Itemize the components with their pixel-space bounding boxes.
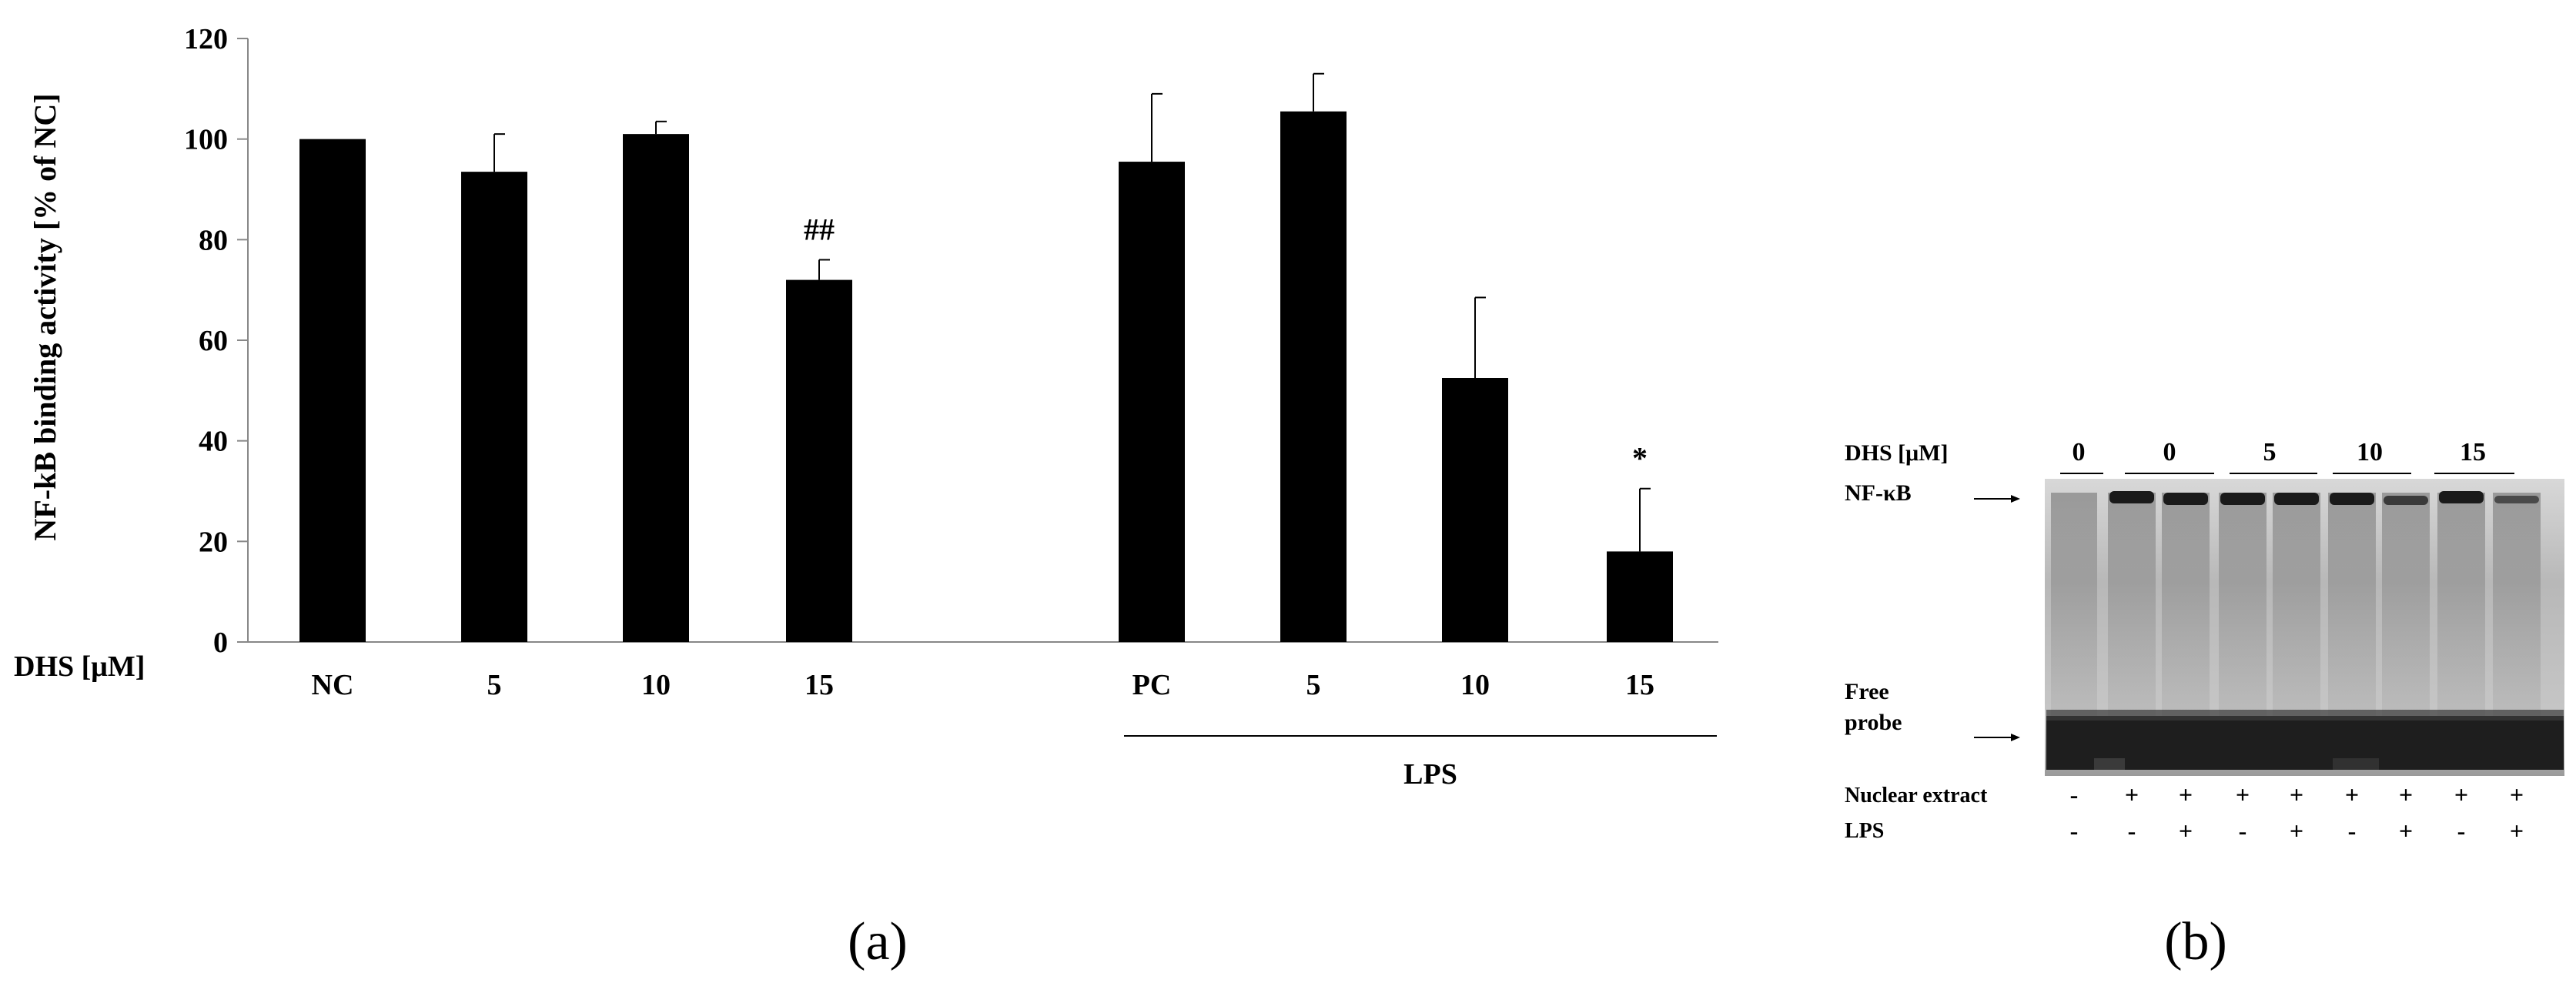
error-bar <box>493 133 505 172</box>
bar <box>1119 162 1185 643</box>
y-tick-label: 0 <box>213 627 228 659</box>
bars <box>299 111 1673 643</box>
sign: - <box>2457 817 2466 844</box>
category-label: 15 <box>805 669 834 701</box>
free-probe-band <box>2046 710 2564 770</box>
category-label: 10 <box>1460 669 1490 701</box>
error-bar <box>1151 92 1163 162</box>
bar <box>1280 111 1347 642</box>
dose-group-10: 10 <box>2333 438 2411 474</box>
y-tick-label: 80 <box>199 224 228 256</box>
y-axis: 0 20 40 60 80 100 120 <box>184 23 249 659</box>
nfkb-bands <box>2109 491 2539 505</box>
dose-group-0a: 0 <box>2060 438 2103 474</box>
sign: + <box>2236 781 2250 808</box>
bar <box>1442 378 1508 642</box>
sign: + <box>2510 817 2524 844</box>
nuclear-extract-signs: - + + + + + + + + <box>2070 781 2524 808</box>
sign: + <box>2179 781 2193 808</box>
y-tick-label: 40 <box>199 426 228 458</box>
dhs-label: DHS [μM] <box>1845 440 1949 466</box>
dose-label: 15 <box>2460 438 2486 466</box>
nfkb-band-label: NF-κB <box>1845 480 1912 506</box>
x-axis-title: DHS [μM] <box>14 650 145 683</box>
sign: + <box>2399 781 2413 808</box>
gel-image <box>2045 479 2564 776</box>
dose-label: 10 <box>2357 438 2383 466</box>
sign: - <box>2070 781 2079 808</box>
significance-annotation: * <box>1632 441 1648 476</box>
sign: + <box>2454 781 2468 808</box>
sign: + <box>2399 817 2413 844</box>
category-label: 15 <box>1625 669 1654 701</box>
y-tick-label: 60 <box>199 325 228 357</box>
sign: - <box>2348 817 2357 844</box>
bar <box>461 172 527 643</box>
y-tick-label: 100 <box>184 124 228 156</box>
nuclear-extract-label: Nuclear extract <box>1845 784 1988 807</box>
sign: + <box>2290 781 2303 808</box>
panel-b-label: (b) <box>2164 912 2227 971</box>
lane-smears <box>2051 493 2541 724</box>
sign: - <box>2128 817 2136 844</box>
lps-row-label: LPS <box>1845 819 1884 843</box>
sign: + <box>2510 781 2524 808</box>
y-tick-label: 20 <box>199 526 228 558</box>
bar <box>299 139 366 642</box>
lps-signs: - - + - + - + - + <box>2070 817 2524 844</box>
dose-label: 5 <box>2263 438 2277 466</box>
bar <box>786 279 852 642</box>
sign: + <box>2345 781 2359 808</box>
sign: + <box>2290 817 2303 844</box>
free-probe-label-line1: Free <box>1845 679 1889 704</box>
error-bar <box>1474 296 1486 378</box>
error-bar <box>655 120 667 135</box>
error-bar <box>1639 487 1651 552</box>
free-probe-label-line2: probe <box>1845 710 1902 735</box>
category-label: NC <box>312 669 354 701</box>
y-axis-title: NF-kB binding activity [% of NC] <box>28 93 62 540</box>
error-bar <box>1313 72 1324 112</box>
nfkb-arrow <box>1974 495 2020 503</box>
dose-group-0b: 0 <box>2125 438 2214 474</box>
category-labels: NC 5 10 15 PC 5 10 15 <box>312 669 1654 701</box>
panel-a-label: (a) <box>848 912 908 971</box>
error-bar <box>818 259 830 280</box>
error-bars <box>493 72 1651 552</box>
lps-group-label: LPS <box>1403 758 1457 791</box>
sign: + <box>2179 817 2193 844</box>
sign: - <box>2070 817 2079 844</box>
bar <box>623 134 689 643</box>
sign: - <box>2239 817 2247 844</box>
category-label: 5 <box>1306 669 1321 701</box>
category-label: 5 <box>487 669 502 701</box>
annotations: ## * <box>804 212 1648 475</box>
free-probe-arrow <box>1974 734 2020 741</box>
dose-label: 0 <box>2163 438 2176 466</box>
dose-group-5: 5 <box>2230 438 2317 474</box>
category-label: PC <box>1132 669 1172 701</box>
dose-group-15: 15 <box>2434 438 2514 474</box>
significance-annotation: ## <box>804 212 835 246</box>
sign: + <box>2125 781 2139 808</box>
bar <box>1607 551 1673 642</box>
dose-label: 0 <box>2073 438 2086 466</box>
panel-a-bar-chart: 0 20 40 60 80 100 120 ## * NC 5 10 15 PC 5 10 15 NF-kB… <box>14 23 1718 971</box>
y-tick-label: 120 <box>184 23 228 55</box>
category-label: 10 <box>641 669 671 701</box>
panel-b-gel: DHS [μM] 0 0 5 10 15 <box>1845 438 2564 971</box>
